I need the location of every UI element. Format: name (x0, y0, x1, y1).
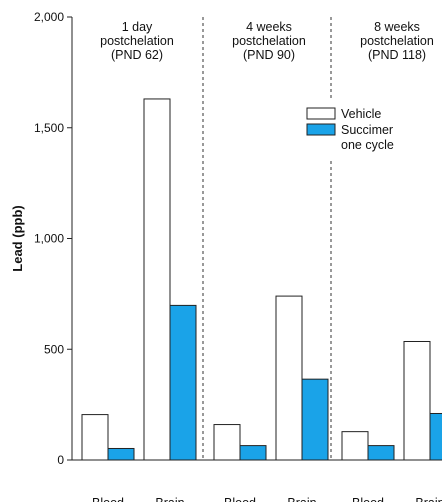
group-label-2: 4 weeks postchelation (PND 90) (232, 20, 306, 62)
bar-succimer-g2-blood (239, 445, 267, 461)
bar-succimer-g3-blood (367, 445, 395, 461)
bar-vehicle-g1-blood (81, 414, 109, 461)
bar-succimer-g3-brain (429, 412, 442, 461)
y-tick-label-3: 1,500 (34, 121, 64, 135)
legend-swatch-succimer (306, 123, 336, 136)
y-tick-labels: 0 500 1,000 1,500 2,000 (34, 10, 64, 467)
bar-succimer-g1-blood (107, 447, 135, 461)
legend: Vehicle Succimer one cycle (300, 98, 440, 160)
y-tick-label-0: 0 (57, 453, 64, 467)
group-label-3: 8 weeks postchelation (PND 118) (360, 20, 434, 62)
bar-succimer-g1-brain (169, 304, 197, 461)
category-labels: Blood Brain Blood Brain Blood Brain (92, 496, 442, 502)
y-axis-label: Lead (ppb) (10, 205, 25, 271)
legend-swatch-vehicle (306, 107, 336, 120)
legend-label-succimer: Succimer one cycle (341, 123, 394, 152)
legend-label-vehicle: Vehicle (341, 107, 381, 121)
y-tick-label-4: 2,000 (34, 10, 64, 24)
bar-vehicle-g3-blood (341, 431, 369, 461)
category-label-g2-blood: Blood (224, 496, 256, 502)
bar-vehicle-g2-brain (275, 295, 303, 461)
bars (81, 98, 442, 461)
category-label-g3-brain: Brain (415, 496, 442, 502)
category-label-g1-brain: Brain (155, 496, 184, 502)
group-separators (202, 17, 332, 460)
bar-vehicle-g2-blood (213, 424, 241, 461)
bar-succimer-g2-brain (301, 378, 329, 461)
y-axis (67, 16, 442, 461)
y-tick-label-2: 1,000 (34, 232, 64, 246)
group-label-1: 1 day postchelation (PND 62) (100, 20, 174, 62)
category-label-g1-blood: Blood (92, 496, 124, 502)
group-labels: 1 day postchelation (PND 62) 4 weeks postche… (100, 20, 434, 62)
category-label-g3-blood: Blood (352, 496, 384, 502)
category-label-g2-brain: Brain (287, 496, 316, 502)
bar-vehicle-g1-brain (143, 98, 171, 461)
bar-vehicle-g3-brain (403, 340, 431, 461)
y-tick-label-1: 500 (44, 342, 64, 356)
